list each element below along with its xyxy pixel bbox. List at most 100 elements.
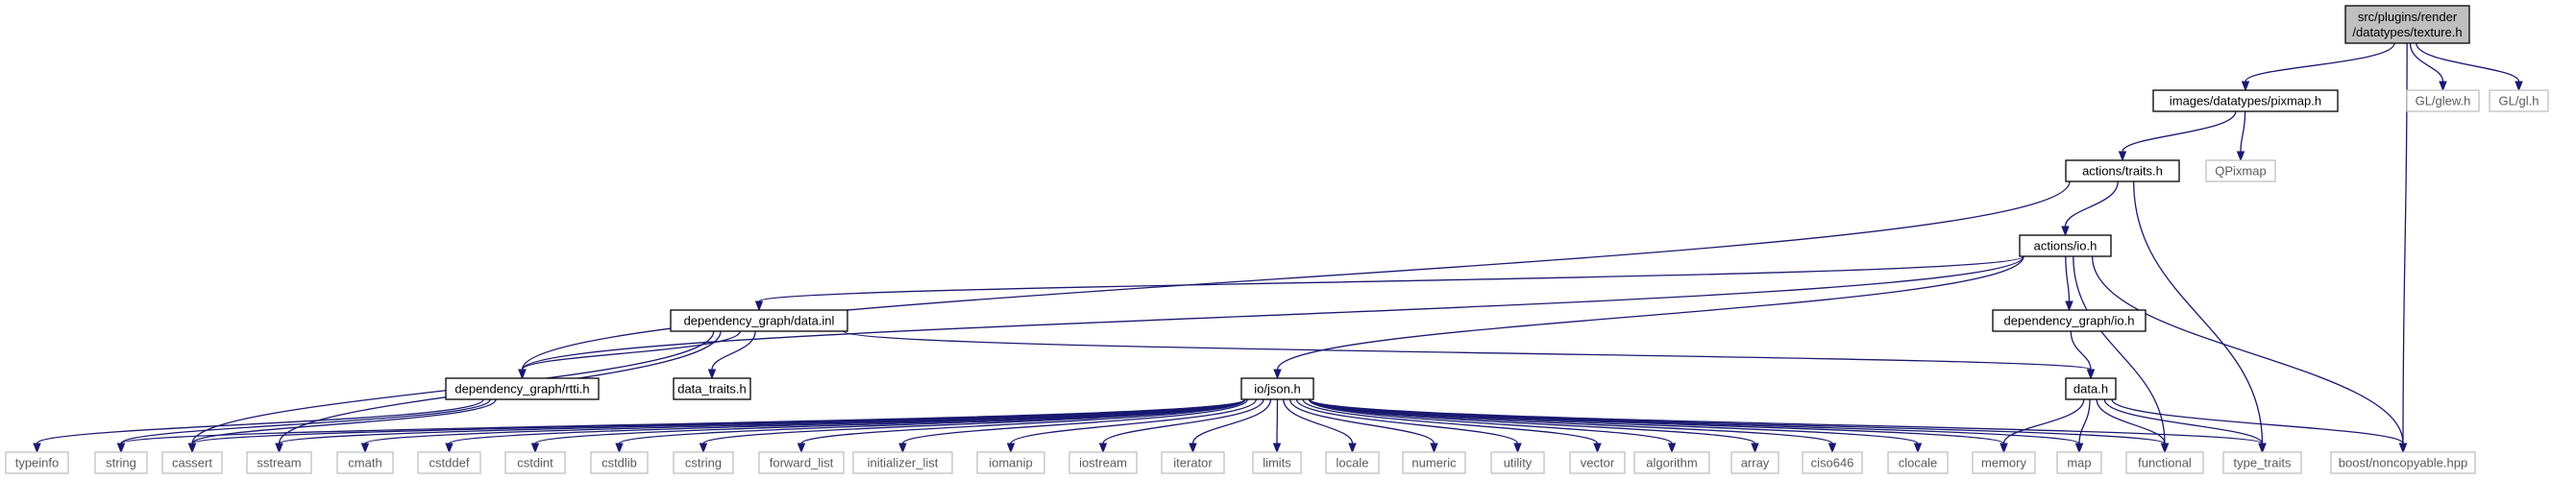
edge-arrowhead: [1913, 443, 1923, 454]
node-label: actions/traits.h: [2082, 164, 2163, 179]
edge-io-to-functional: [2073, 255, 2170, 454]
node-iomanip: iomanip: [976, 451, 1045, 474]
node-label: src/plugins/render: [2358, 10, 2458, 24]
edge-json-to-clocale: [1309, 398, 1923, 454]
edge-line: [1302, 398, 1599, 444]
node-box: [2065, 159, 2180, 182]
node-label: GL/gl.h: [2499, 94, 2539, 108]
node-box: [758, 451, 845, 474]
node-box: [246, 451, 312, 474]
node-box: [1730, 451, 1779, 474]
edge-line: [711, 330, 756, 371]
edge-line: [1102, 398, 1264, 444]
edge-line: [521, 255, 2024, 371]
node-qpixmap: QPixmap: [2205, 159, 2276, 182]
node-box: [1402, 451, 1466, 474]
edge-arrowhead: [1828, 443, 1837, 454]
node-map: map: [2056, 451, 2102, 474]
node-io[interactable]: actions/io.h: [2019, 234, 2112, 257]
node-label: cmath: [348, 456, 381, 470]
edge-line: [702, 398, 1246, 444]
edge-line: [1295, 398, 1519, 444]
edge-datainl-to-datah: [843, 330, 2096, 380]
edge-line: [2132, 180, 2264, 444]
edge-json-to-iterator: [1189, 398, 1272, 454]
edge-pixmap-to-traits: [2118, 110, 2237, 162]
edge-texture-to-gl: [2416, 42, 2523, 92]
edge-arrowhead: [360, 443, 370, 454]
node-box: [976, 451, 1045, 474]
node-dgio[interactable]: dependency_graph/io.h: [1992, 309, 2147, 332]
edge-line: [2073, 255, 2166, 444]
edge-rtti-to-string: [116, 398, 491, 454]
edge-line: [2002, 398, 2085, 444]
edge-texture-to-pixmap: [2241, 42, 2395, 92]
edge-arrowhead: [2236, 151, 2245, 162]
node-label: io/json.h: [1254, 382, 1300, 396]
node-box: [2344, 5, 2470, 44]
edge-arrowhead: [1273, 369, 1282, 380]
node-label: dependency_graph/io.h: [2004, 314, 2135, 328]
edge-line: [1276, 255, 2024, 371]
node-vector: vector: [1569, 451, 1626, 474]
node-datainl[interactable]: dependency_graph/data.inl: [670, 309, 848, 332]
node-datah[interactable]: data.h: [2065, 377, 2117, 400]
node-utility: utility: [1490, 451, 1545, 474]
node-glew: GL/glew.h: [2406, 89, 2480, 112]
node-box: [673, 377, 751, 400]
edge-arrowhead: [1999, 443, 2008, 454]
node-label: vector: [1581, 456, 1615, 470]
node-initializer-list: initializer_list: [852, 451, 953, 474]
node-cmath: cmath: [336, 451, 394, 474]
edge-io-to-dgio: [2065, 255, 2073, 312]
edge-line: [521, 180, 2071, 371]
edge-arrowhead: [707, 369, 717, 380]
node-label: iterator: [1173, 456, 1213, 470]
edge-line: [2096, 398, 2166, 444]
edge-datainl-to-rtti: [518, 330, 741, 380]
edge-arrowhead: [754, 300, 764, 312]
node-pixmap[interactable]: images/datatypes/pixmap.h: [2152, 89, 2339, 112]
edge-json-to-vector: [1302, 398, 1602, 454]
node-datatraits[interactable]: data_traits.h: [673, 377, 751, 400]
node-label: images/datatypes/pixmap.h: [2170, 94, 2321, 108]
edge-line: [1191, 398, 1272, 444]
edge-datah-to-noncopyable: [2111, 398, 2408, 454]
node-box: [1972, 451, 2036, 474]
edge-arrowhead: [1189, 443, 1197, 454]
edge-line: [843, 330, 2092, 371]
node-texture[interactable]: src/plugins/render/datatypes/texture.h: [2344, 5, 2470, 44]
edge-arrowhead: [2241, 81, 2250, 92]
edge-arrowhead: [275, 443, 283, 454]
edge-json-to-limits: [1272, 398, 1282, 454]
edge-line: [2416, 42, 2520, 83]
edge-arrowhead: [1272, 443, 1282, 454]
node-typeinfo: typeinfo: [5, 451, 69, 474]
node-label: utility: [1504, 456, 1533, 470]
node-label: memory: [1981, 456, 2026, 470]
edge-datah-to-memory: [1999, 398, 2085, 454]
node-rtti[interactable]: dependency_graph/rtti.h: [445, 377, 600, 400]
node-label: data.h: [2073, 382, 2108, 396]
node-label: clocale: [1899, 456, 1937, 470]
edge-line: [1308, 398, 1673, 444]
edge-line: [901, 398, 1248, 444]
node-memory: memory: [1972, 451, 2036, 474]
node-noncopyable: boost/noncopyable.hpp: [2330, 451, 2476, 474]
node-gl: GL/gl.h: [2489, 89, 2549, 112]
node-label: array: [1741, 456, 1770, 470]
node-clocale: clocale: [1887, 451, 1949, 474]
node-json[interactable]: io/json.h: [1240, 377, 1314, 400]
node-label: cstdint: [517, 456, 553, 470]
edge-line: [2240, 110, 2246, 153]
edge-json-to-type_traits: [1309, 398, 2267, 454]
edge-line: [1309, 398, 1756, 444]
node-box: [2406, 89, 2480, 112]
node-box: [2222, 451, 2302, 474]
edge-arrowhead: [1751, 443, 1759, 454]
node-traits[interactable]: actions/traits.h: [2065, 159, 2180, 182]
edge-json-to-ciso646: [1309, 398, 1837, 454]
edge-json-to-forward_list: [797, 398, 1246, 454]
node-cstddef: cstddef: [417, 451, 481, 474]
